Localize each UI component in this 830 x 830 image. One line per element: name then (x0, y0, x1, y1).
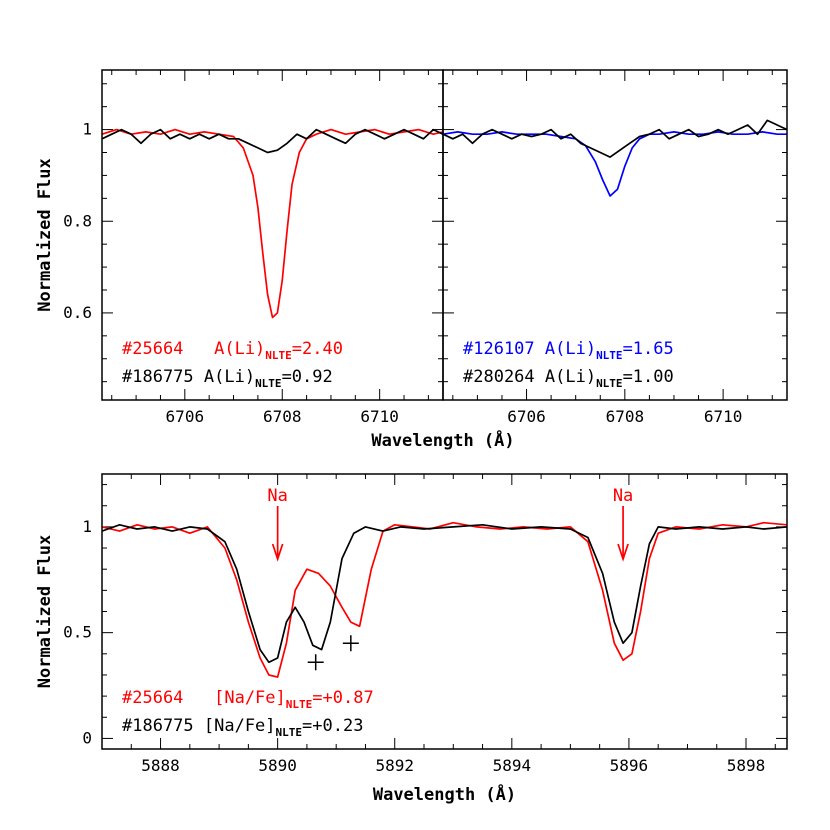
y-tick-label: 0 (82, 728, 92, 747)
x-axis-title: Wavelength (Å) (373, 782, 516, 805)
series-group (102, 128, 443, 319)
y-tick-label: 1 (82, 120, 92, 139)
x-tick-label: 5894 (493, 756, 532, 775)
y-tick-label: 1 (82, 517, 92, 536)
x-tick-label: 6706 (507, 407, 546, 426)
x-tick-label: 5898 (727, 756, 766, 775)
panel-top-right: 6706 6708 6710 #126107 A(Li)NLTE=1.65 #28026… (442, 69, 788, 426)
axes-frame (101, 473, 788, 750)
series-line-186775 (102, 128, 443, 154)
annotation-text: #186775 A(Li)NLTE=0.92 (122, 367, 333, 390)
panel-top-left: 6706 6708 6710 0.6 0.8 1 #25664 A(Li)NLTE=2.40… (35, 69, 515, 451)
series-group (102, 521, 787, 678)
na-arrow-head (617, 543, 629, 562)
y-tick-label: 0.6 (63, 303, 92, 322)
y-tick-label: 0.8 (63, 211, 92, 230)
x-tick-label: 5892 (375, 756, 414, 775)
y-axis-title: Normalized Flux (35, 158, 55, 312)
y-tick-label: 0.5 (63, 623, 92, 642)
series-line-25664 (102, 128, 443, 319)
series-line-186775 (102, 523, 787, 664)
y-axis-title: Normalized Flux (35, 535, 55, 689)
annotation-text: #126107 A(Li)NLTE=1.65 (463, 339, 674, 362)
series-line-280264 (443, 119, 787, 158)
series-group (443, 119, 787, 197)
annotation-text: #280264 A(Li)NLTE=1.00 (463, 367, 674, 390)
x-tick-label: 6708 (606, 407, 645, 426)
na-label: Na (267, 486, 287, 506)
axes-frame (442, 69, 788, 401)
x-tick-label: 5890 (258, 756, 297, 775)
annotation-text: #25664 A(Li)NLTE=2.40 (122, 339, 343, 362)
na-arrow-head (271, 543, 284, 562)
x-tick-label: 6708 (263, 407, 302, 426)
series-line-25664 (102, 521, 787, 678)
x-tick-label: 5888 (141, 756, 180, 775)
na-label: Na (613, 486, 633, 506)
x-axis-title: Wavelength (Å) (371, 428, 514, 451)
x-tick-label: 6710 (704, 407, 743, 426)
annotation-text: #25664 [Na/Fe]NLTE=+0.87 (122, 688, 374, 711)
x-tick-label: 6710 (360, 407, 399, 426)
x-tick-label: 6706 (166, 407, 205, 426)
series-line-126107 (443, 131, 787, 197)
annotation-text: #186775 [Na/Fe]NLTE=+0.23 (122, 716, 363, 739)
panel-bottom: 5888 5890 5892 5894 5896 5898 0 0.5 1 Na Na #25664 … (35, 473, 788, 805)
x-tick-label: 5896 (610, 756, 649, 775)
